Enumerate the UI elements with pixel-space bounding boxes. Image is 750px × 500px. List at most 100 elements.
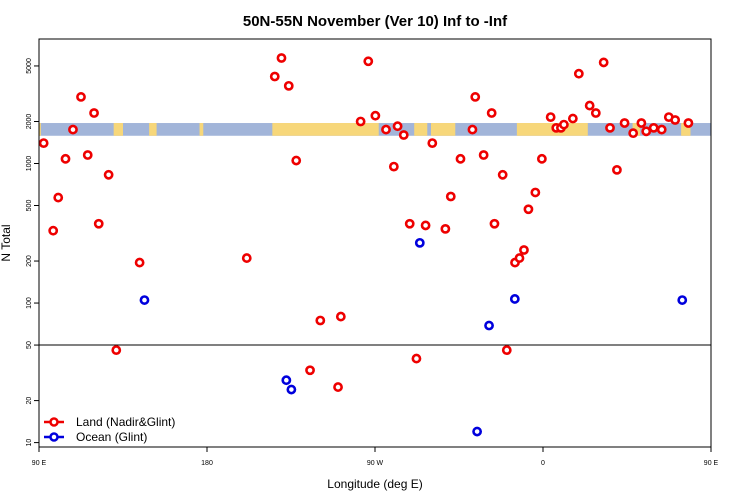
land-point-55 bbox=[590, 108, 601, 118]
ocean-series bbox=[139, 237, 688, 437]
x-tick-label-1: 180 bbox=[201, 460, 213, 467]
land-segment-10 bbox=[681, 123, 691, 136]
land-point-2 bbox=[53, 192, 64, 203]
land-point-40 bbox=[497, 169, 508, 180]
land-point-38 bbox=[486, 108, 497, 118]
ocean-point-7 bbox=[677, 295, 688, 305]
land-point-35 bbox=[467, 124, 478, 135]
land-point-39 bbox=[489, 218, 500, 229]
land-point-21 bbox=[355, 116, 366, 127]
land-segment-0 bbox=[39, 123, 41, 136]
land-point-67 bbox=[683, 118, 694, 128]
land-point-13 bbox=[269, 71, 280, 82]
land-point-4 bbox=[68, 124, 78, 135]
land-point-29 bbox=[411, 353, 422, 364]
land-point-34 bbox=[455, 153, 466, 164]
land-point-45 bbox=[523, 204, 534, 215]
land-point-8 bbox=[93, 218, 104, 229]
legend-ocean-marker bbox=[49, 432, 59, 442]
land-point-48 bbox=[545, 112, 556, 123]
ocean-point-2 bbox=[286, 384, 297, 395]
x-tick-label-0: 90 E bbox=[32, 460, 47, 467]
land-point-52 bbox=[567, 113, 578, 124]
land-point-57 bbox=[605, 122, 615, 133]
land-point-37 bbox=[478, 150, 489, 160]
y-tick-label-5000: 5000 bbox=[26, 58, 33, 74]
land-series bbox=[38, 53, 694, 392]
land-point-62 bbox=[641, 126, 652, 137]
land-point-22 bbox=[363, 56, 374, 67]
land-point-53 bbox=[573, 68, 584, 79]
land-segment-4 bbox=[272, 123, 379, 136]
land-segment-1 bbox=[113, 123, 123, 136]
y-tick-label-200: 200 bbox=[26, 255, 33, 267]
land-point-63 bbox=[648, 122, 659, 133]
y-tick-label-2000: 2000 bbox=[26, 114, 33, 130]
y-tick-label-50: 50 bbox=[26, 341, 33, 349]
ocean-point-0 bbox=[139, 295, 150, 305]
x-axis: 90 E 180 90 W 0 90 E bbox=[32, 447, 719, 467]
land-point-31 bbox=[427, 138, 438, 149]
ocean-point-3 bbox=[472, 426, 483, 437]
land-point-33 bbox=[445, 191, 456, 202]
land-point-56 bbox=[598, 57, 609, 68]
land-point-58 bbox=[612, 164, 622, 175]
land-point-64 bbox=[656, 124, 667, 135]
land-point-46 bbox=[530, 187, 541, 198]
land-point-54 bbox=[584, 100, 595, 111]
land-point-9 bbox=[103, 169, 114, 180]
land-point-1 bbox=[48, 225, 59, 236]
land-point-12 bbox=[241, 253, 252, 263]
land-point-16 bbox=[291, 155, 302, 166]
land-segment-7 bbox=[516, 123, 543, 136]
land-point-0 bbox=[38, 138, 49, 149]
land-point-25 bbox=[388, 161, 399, 172]
ocean-point-6 bbox=[509, 294, 520, 304]
plot-frame bbox=[38, 38, 712, 448]
legend-ocean-label: Ocean (Glint) bbox=[76, 430, 147, 444]
land-point-23 bbox=[370, 110, 381, 121]
y-tick-label-100: 100 bbox=[26, 297, 33, 309]
land-point-36 bbox=[470, 92, 481, 102]
land-point-6 bbox=[82, 150, 93, 160]
land-point-19 bbox=[333, 382, 343, 392]
land-point-47 bbox=[536, 153, 547, 164]
x-tick-label-2: 90 W bbox=[367, 460, 384, 467]
land-point-44 bbox=[519, 245, 529, 255]
land-point-20 bbox=[335, 311, 346, 322]
ocean-point-4 bbox=[484, 320, 494, 331]
land-point-5 bbox=[76, 92, 86, 102]
land-point-51 bbox=[559, 119, 569, 130]
y-tick-label-500: 500 bbox=[26, 200, 33, 212]
chart-title: 50N-55N November (Ver 10) Inf to -Inf bbox=[243, 13, 508, 30]
land-point-18 bbox=[315, 315, 326, 326]
legend-land-label: Land (Nadir&Glint) bbox=[76, 415, 175, 429]
land-point-7 bbox=[89, 108, 99, 118]
land-point-14 bbox=[276, 53, 287, 63]
land-point-11 bbox=[134, 257, 145, 268]
land-segment-3 bbox=[199, 123, 204, 136]
land-point-43 bbox=[514, 253, 525, 263]
x-axis-label: Longitude (deg E) bbox=[327, 477, 422, 491]
land-point-61 bbox=[636, 118, 647, 128]
land-point-24 bbox=[381, 124, 391, 135]
ocean-point-5 bbox=[414, 237, 425, 248]
land-segment-2 bbox=[149, 123, 157, 136]
land-point-30 bbox=[420, 220, 431, 231]
ocean-point-1 bbox=[281, 375, 292, 386]
y-tick-label-10: 10 bbox=[26, 439, 33, 447]
x-tick-label-3: 0 bbox=[541, 460, 545, 467]
legend-land-marker bbox=[49, 417, 59, 427]
land-point-59 bbox=[619, 118, 630, 128]
y-tick-label-20: 20 bbox=[26, 397, 33, 405]
y-axis-label: N Total bbox=[0, 224, 13, 261]
land-point-10 bbox=[111, 345, 122, 356]
land-point-60 bbox=[628, 128, 639, 139]
land-point-17 bbox=[305, 365, 315, 376]
legend: Land (Nadir&Glint) Ocean (Glint) bbox=[44, 415, 175, 444]
land-segment-6 bbox=[431, 123, 456, 136]
land-point-66 bbox=[670, 115, 681, 125]
land-point-15 bbox=[283, 80, 294, 91]
land-point-41 bbox=[501, 345, 512, 356]
